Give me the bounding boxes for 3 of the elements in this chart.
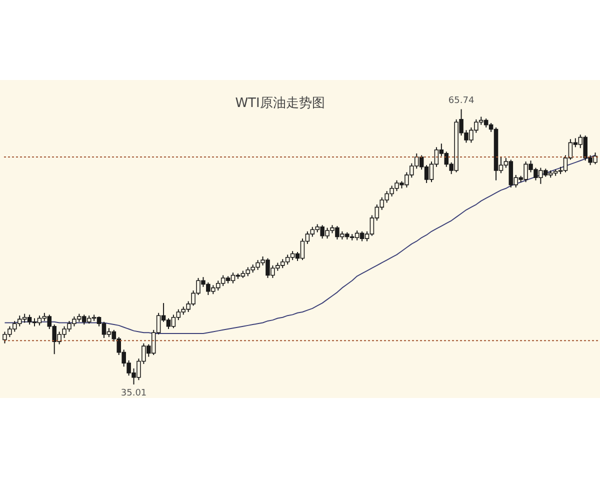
annotation: 65.74 <box>448 96 474 106</box>
annotation: 35.01 <box>120 388 147 398</box>
text: WTI原油走势图 <box>235 96 325 111</box>
